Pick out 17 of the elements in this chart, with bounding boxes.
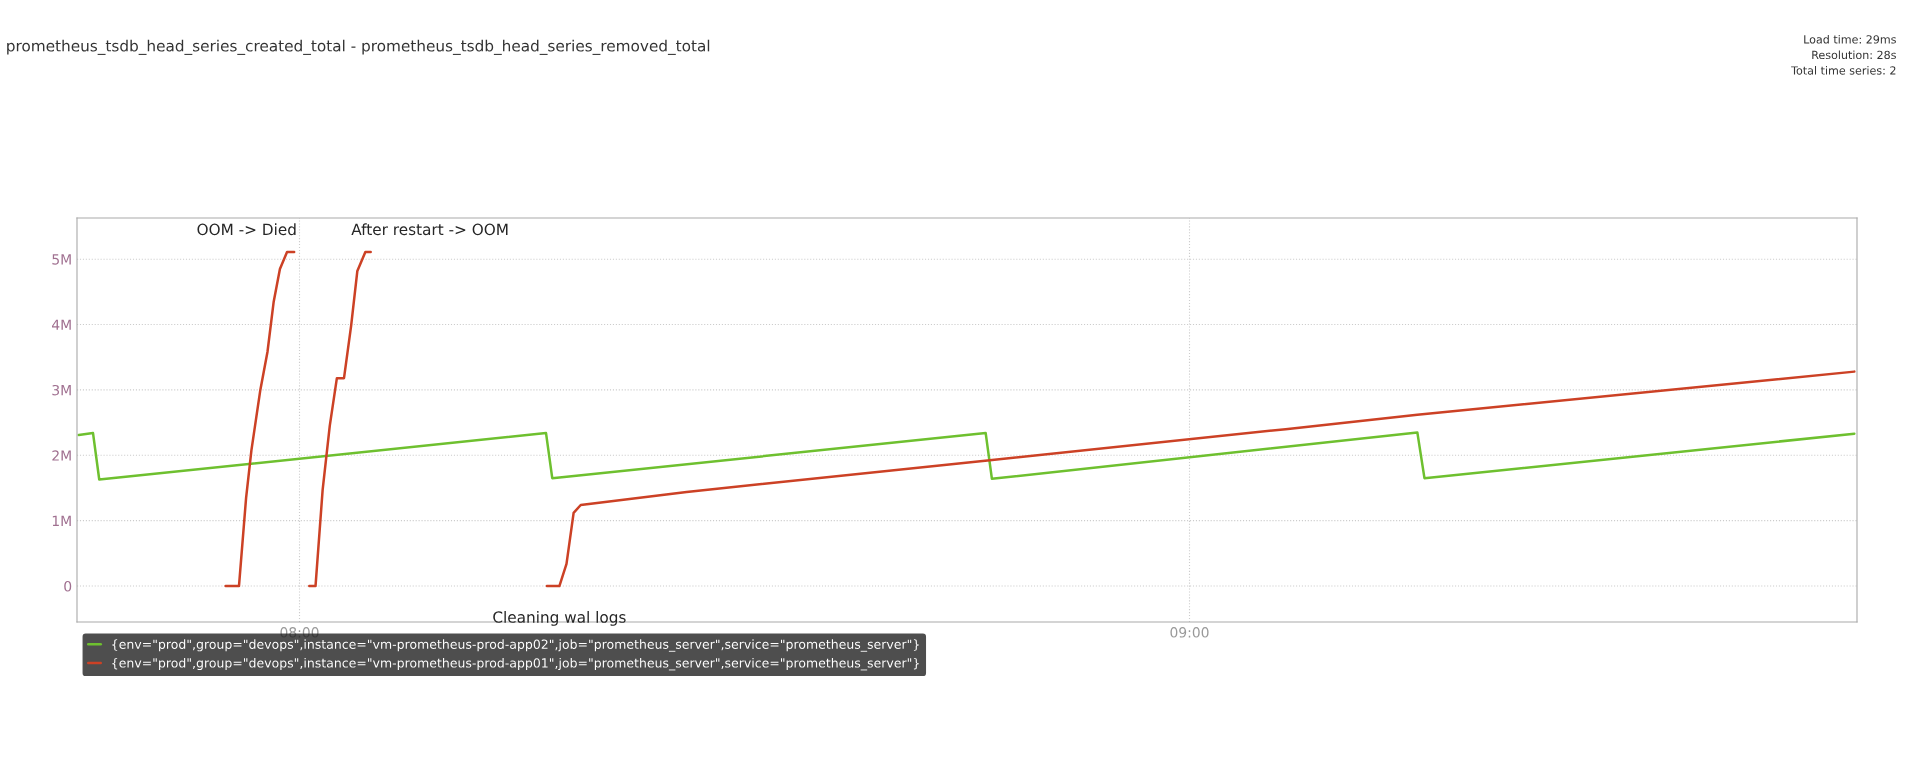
y-tick-label: 0 [64, 581, 72, 592]
legend-label: {env="prod",group="devops",instance="vm-prometheus-prod-app01",job="prometheus_server",service="prometheus_server"} [112, 657, 919, 671]
annotation: After restart -> OOM [351, 223, 508, 236]
legend-label: {env="prod",group="devops",instance="vm-prometheus-prod-app02",job="prometheus_server",service="prometheus_server"} [112, 639, 919, 652]
text: Load time: 29ms [1804, 34, 1896, 44]
y-tick-label: 1M [52, 515, 71, 526]
y-tick-label: 5M [52, 254, 71, 265]
annotation: OOM -> Died [197, 223, 296, 236]
y-tick-label: 2M [52, 450, 71, 461]
line-series [77, 431, 1856, 481]
annotation: Cleaning wal logs [493, 611, 626, 626]
x-tick-label: 09:00 [1170, 627, 1209, 638]
y-tick-label: 3M [52, 384, 71, 396]
text: Resolution: 28s [1812, 50, 1896, 60]
chart-title: prometheus_tsdb_head_series_created_total - prometheus_tsdb_head_series_removed_total [7, 39, 710, 55]
text: Total time series: 2 [1791, 66, 1896, 75]
y-tick-label: 4M [52, 319, 71, 330]
